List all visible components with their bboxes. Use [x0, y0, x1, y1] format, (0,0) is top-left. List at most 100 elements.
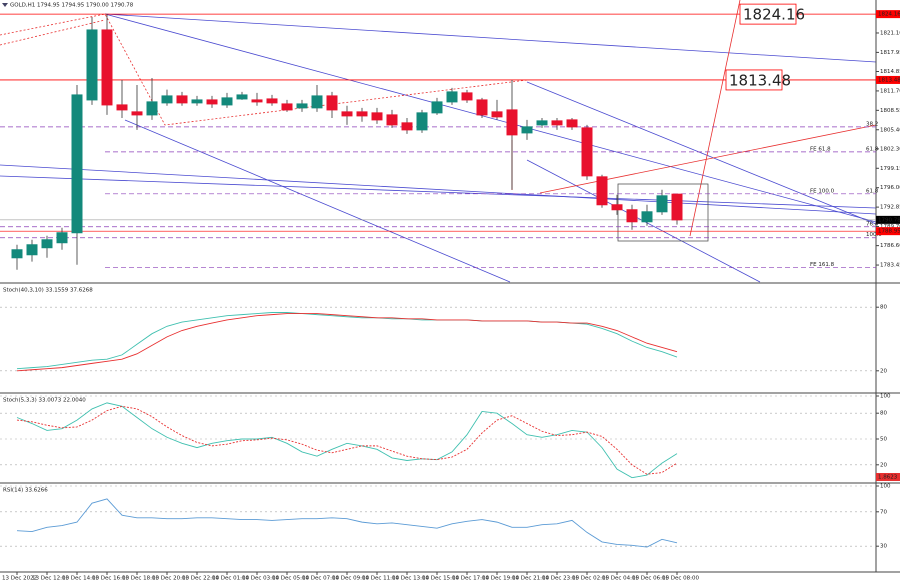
- y-tick-label: 30: [880, 544, 887, 550]
- x-tick-label: 13 Dec 22:00: [182, 576, 219, 582]
- x-tick-label: 14 Dec 01:00: [212, 576, 249, 582]
- channel-line: [124, 119, 511, 283]
- callout-box: [739, 3, 797, 25]
- y-tick-label: 1811.70: [880, 88, 900, 94]
- candle-body: [491, 111, 503, 118]
- candle-body: [581, 127, 593, 177]
- candle-body: [161, 95, 173, 104]
- y-tick-label: 50: [880, 437, 887, 443]
- x-tick-label: 14 Dec 23:00: [542, 576, 579, 582]
- candle-body: [566, 119, 578, 128]
- candle-body: [56, 232, 68, 244]
- callout: 1824.16: [743, 6, 805, 24]
- fib-label: FE 61.8: [810, 146, 831, 152]
- channel-line: [0, 175, 877, 209]
- candle-body: [641, 211, 653, 223]
- y-tick-label: 1805.40: [880, 127, 900, 133]
- candle-body: [191, 99, 203, 104]
- price-box-label: 1790.78: [878, 217, 900, 223]
- projection-line: [689, 0, 741, 237]
- candle-body: [206, 99, 218, 105]
- y-tick-label: 100: [880, 394, 891, 400]
- fib-label: 100.0: [866, 232, 882, 238]
- candle-body: [356, 111, 368, 117]
- candle-body: [281, 103, 293, 111]
- price-box: [876, 215, 900, 224]
- candle-body: [26, 244, 38, 256]
- x-tick-label: 13 Dec 14:00: [62, 576, 99, 582]
- y-tick-label: 1821.10: [880, 30, 900, 36]
- x-tick-label: 15 Dec 08:00: [662, 576, 699, 582]
- x-tick-label: 13 Dec 20:00: [152, 576, 189, 582]
- candle-body: [446, 91, 458, 103]
- candle-body: [431, 101, 443, 114]
- fib-label: FE 161.8: [810, 262, 835, 268]
- fib-label: 38.2: [866, 121, 878, 127]
- fib-label: 76.4: [866, 221, 879, 227]
- level-box: [876, 75, 900, 84]
- x-tick-label: 15 Dec 02:00: [572, 576, 609, 582]
- y-tick-label: 20: [880, 368, 887, 374]
- candle-body: [521, 126, 533, 134]
- fib-path: [0, 19, 106, 46]
- fib-label: 61.8: [866, 146, 879, 152]
- candle-body: [41, 239, 53, 249]
- x-tick-label: 14 Dec 21:00: [512, 576, 549, 582]
- fib-label: FE 100.0: [810, 188, 835, 194]
- x-tick-label: 14 Dec 09:00: [332, 576, 369, 582]
- x-tick-label: 14 Dec 13:00: [392, 576, 429, 582]
- candle-body: [476, 99, 488, 116]
- candle-body: [536, 120, 548, 126]
- x-tick-label: 14 Dec 15:00: [422, 576, 459, 582]
- candle-body: [671, 193, 683, 221]
- indicator-line: [16, 405, 678, 475]
- candle-body: [401, 122, 413, 131]
- candle-body: [656, 195, 668, 213]
- y-tick-label: 1789.70: [880, 224, 900, 230]
- candle-body: [101, 29, 113, 106]
- y-tick-label: 80: [880, 411, 887, 417]
- y-tick-label: 1817.95: [880, 50, 900, 56]
- candle-body: [131, 111, 143, 116]
- y-tick-label: 1786.60: [880, 243, 900, 249]
- value-box: [876, 473, 900, 481]
- y-tick-label: 1814.85: [880, 69, 900, 75]
- price-box: [876, 227, 900, 236]
- y-tick-label: 20: [880, 462, 887, 468]
- trendlines: [0, 0, 877, 283]
- y-tick-label: 80: [880, 305, 887, 311]
- x-tick-label: 14 Dec 17:00: [452, 576, 489, 582]
- candle-body: [296, 103, 308, 109]
- candle-body: [116, 104, 128, 111]
- indicator-title: Stoch(40,3,10) 33.1559 37.6268: [3, 288, 93, 294]
- candle-body: [551, 120, 563, 126]
- channel-line: [526, 81, 877, 225]
- title-icon: [2, 3, 8, 7]
- fib-path: [0, 13, 528, 126]
- y-tick-label: 1808.55: [880, 108, 900, 114]
- candle-body: [251, 99, 263, 103]
- candle-body: [221, 97, 233, 106]
- candle-body: [371, 112, 383, 121]
- candle-body: [416, 112, 428, 131]
- candle-body: [611, 204, 623, 211]
- candle-body: [266, 98, 278, 104]
- x-tick-label: 13 Dec 2022: [2, 576, 37, 582]
- y-tick-label: 100: [880, 484, 891, 490]
- x-tick-label: 14 Dec 05:00: [272, 576, 309, 582]
- y-tick-label: 1783.45: [880, 263, 900, 269]
- channel-line: [104, 13, 877, 223]
- x-tick-label: 13 Dec 12:00: [32, 576, 69, 582]
- channel-line: [0, 164, 877, 215]
- y-tick-label: 1792.85: [880, 205, 900, 211]
- candle-body: [386, 114, 398, 126]
- channel-line: [104, 13, 877, 63]
- x-tick-label: 13 Dec 18:00: [122, 576, 159, 582]
- fib-label: 61.8: [866, 188, 879, 194]
- callout-box: [725, 69, 783, 91]
- candle-body: [176, 95, 188, 104]
- y-tick-label: 1796.00: [880, 185, 900, 191]
- candle-body: [461, 92, 473, 101]
- candle-body: [86, 29, 98, 101]
